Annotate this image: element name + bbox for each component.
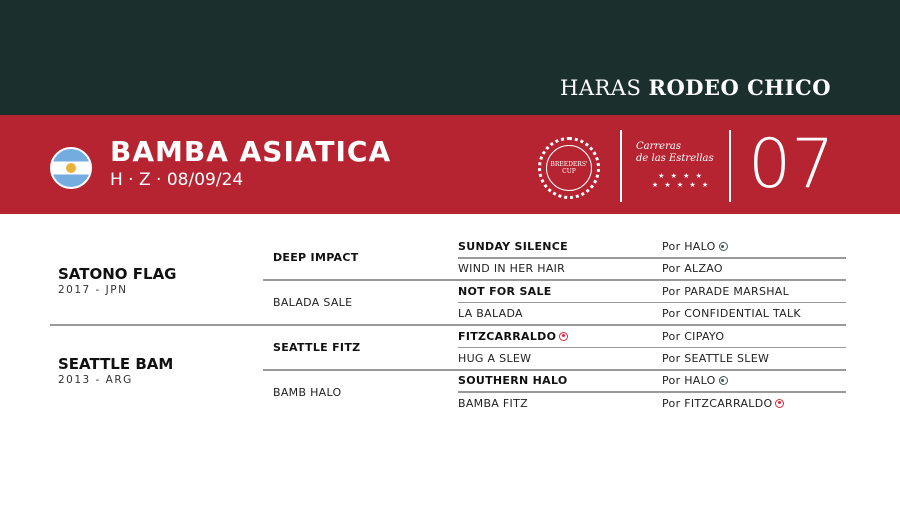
argentina-flag-icon [50,147,92,189]
gen3-sire: Por PARADE MARSHAL [662,284,790,298]
divider [458,346,846,349]
top-bar [0,0,900,115]
gen3-name: HUG A SLEW [458,352,532,365]
gen3-name: BAMBA FITZ [458,396,528,410]
gen2-name: BAMB HALO [273,386,342,399]
gen3-sire: Por FITZCARRALDO [662,397,785,410]
divider [620,130,622,202]
gen3-name: SOUTHERN HALO [458,374,568,388]
carreras-logo: Carreras de las Estrellas [636,141,714,164]
gen3-sire: Por SEATTLE SLEW [662,352,770,365]
gen3-sire: Por CONFIDENTIAL TALK [662,307,801,321]
gen2-name: SEATTLE FITZ [273,341,361,354]
gen3-sire: Por HALO [662,374,728,387]
sire-name: SATONO FLAG [58,265,177,283]
dam-info: 2013 - ARG [58,374,133,386]
divider [458,391,846,393]
divider [263,279,846,281]
gen3-name: FITZCARRALDO [458,330,569,343]
gen3-sire: Por ALZAO [662,262,723,276]
horse-details: H · Z · 08/09/24 [110,170,244,190]
gen3-name: SUNDAY SILENCE [458,240,568,253]
sire-info: 2017 - JPN [58,284,128,296]
divider [458,257,846,259]
breeders-cup-seal-icon: BREEDERS' CUP [538,137,600,199]
dam-name: SEATTLE BAM [58,355,174,373]
marker-icon [775,398,785,408]
gen2-name: DEEP IMPACT [273,251,359,264]
gen3-name: WIND IN HER HAIR [458,262,566,276]
horse-name: BAMBA ASIATICA [110,135,392,168]
lot-number: 07 [748,125,835,204]
divider [50,324,846,326]
marker-icon [559,331,569,341]
gen3-sire: Por HALO [662,240,728,253]
title-band [0,115,900,214]
gen2-name: BALADA SALE [273,296,353,309]
gen3-sire: Por CIPAYO [662,329,725,343]
divider [458,301,846,304]
brand-logo: HARAS RODEO CHICO [560,75,831,100]
marker-icon [718,376,728,386]
gen3-name: NOT FOR SALE [458,284,552,298]
gen3-name: LA BALADA [458,307,523,321]
marker-icon [718,242,728,251]
stars-icon: ★ ★ ★ ★ ★ ★ ★ ★ ★ [651,172,711,189]
divider [263,369,846,371]
divider [729,130,731,202]
